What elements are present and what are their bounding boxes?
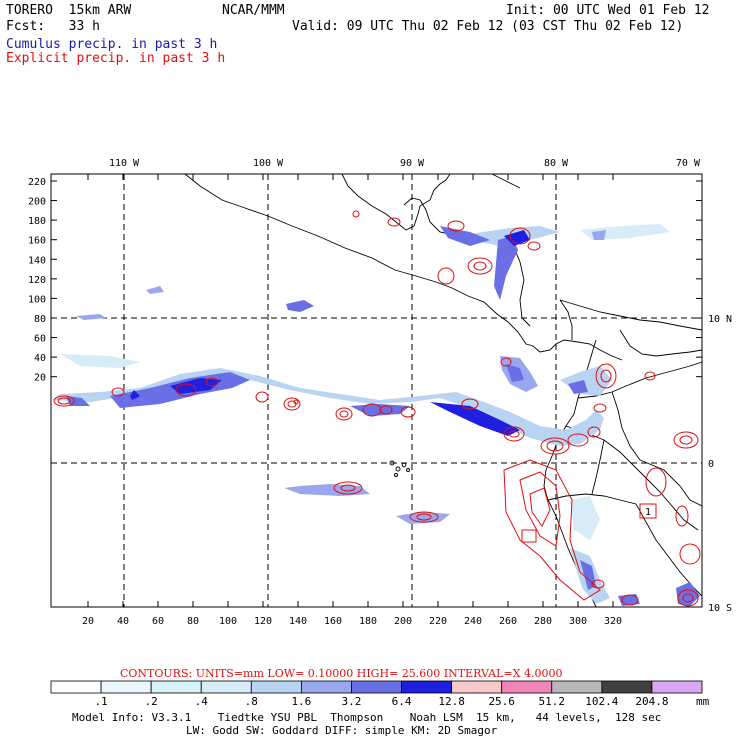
x-tick-label: 80 bbox=[187, 616, 199, 627]
latitude-label: 0 bbox=[708, 459, 714, 470]
colorbar-label: .1 bbox=[94, 695, 107, 708]
x-tick-label: 220 bbox=[429, 616, 447, 627]
colorbar-label: 51.2 bbox=[539, 695, 566, 708]
colorbar-label: 25.6 bbox=[488, 695, 515, 708]
y-tick-label: 120 bbox=[28, 275, 46, 286]
model-info-line2: LW: Godd SW: Goddard DIFF: simple KM: 2D… bbox=[186, 724, 498, 737]
colorbar-swatch bbox=[250, 680, 302, 694]
y-tick-label: 140 bbox=[28, 255, 46, 266]
valid-time: Valid: 09 UTC Thu 02 Feb 12 (03 CST Thu … bbox=[292, 19, 684, 34]
colorbar-swatch bbox=[451, 680, 503, 694]
x-tick-label: 120 bbox=[254, 616, 272, 627]
x-tick-label: 20 bbox=[82, 616, 94, 627]
colorbar-swatch bbox=[100, 680, 152, 694]
y-tick-label: 220 bbox=[28, 177, 46, 188]
colorbar-unit: mm bbox=[696, 695, 710, 708]
longitude-label: 70 W bbox=[676, 158, 701, 169]
colorbar-label: 1.6 bbox=[291, 695, 311, 708]
colorbar-label: 102.4 bbox=[585, 695, 618, 708]
longitude-labels: 110 W 100 W 90 W 80 W 70 W bbox=[109, 158, 701, 169]
y-axis: 220 200 180 160 140 120 100 80 60 40 20 bbox=[28, 177, 702, 384]
legend-cumulus: Cumulus precip. in past 3 h bbox=[6, 37, 218, 52]
x-tick-label: 280 bbox=[534, 616, 552, 627]
colorbar-label: .8 bbox=[245, 695, 258, 708]
colorbar-swatch bbox=[150, 680, 202, 694]
graticule bbox=[51, 174, 702, 607]
x-tick-label: 180 bbox=[359, 616, 377, 627]
y-tick-label: 180 bbox=[28, 216, 46, 227]
forecast-hour: Fcst: 33 h bbox=[6, 19, 100, 34]
color-bar: .1 .2 .4 .8 1.6 3.2 6.4 12.8 25.6 51.2 102.4 204.8 bbox=[50, 680, 703, 708]
colorbar-label: .4 bbox=[195, 695, 209, 708]
colorbar-swatch bbox=[300, 680, 352, 694]
explicit-precip-contours bbox=[53, 210, 701, 607]
y-tick-label: 80 bbox=[34, 314, 46, 325]
y-tick-label: 20 bbox=[34, 373, 46, 384]
colorbar-label: 6.4 bbox=[392, 695, 412, 708]
colorbar-label: 12.8 bbox=[438, 695, 465, 708]
longitude-label: 80 W bbox=[544, 158, 569, 169]
colorbar-swatch bbox=[651, 680, 703, 694]
colorbar-label: 204.8 bbox=[635, 695, 668, 708]
colorbar-swatch bbox=[601, 680, 653, 694]
box-marker-2 bbox=[521, 529, 537, 543]
model-title: TORERO 15km ARW bbox=[6, 3, 132, 18]
y-tick-label: 100 bbox=[28, 294, 46, 305]
x-tick-label: 60 bbox=[152, 616, 164, 627]
colorbar-swatch bbox=[401, 680, 453, 694]
longitude-label: 100 W bbox=[253, 158, 284, 169]
latitude-label: 10 S bbox=[708, 603, 732, 614]
longitude-label: 110 W bbox=[109, 158, 140, 169]
colorbar-swatch bbox=[501, 680, 553, 694]
legend-explicit: Explicit precip. in past 3 h bbox=[6, 51, 226, 66]
x-tick-label: 40 bbox=[117, 616, 129, 627]
x-tick-label: 140 bbox=[289, 616, 307, 627]
longitude-label: 90 W bbox=[400, 158, 425, 169]
colorbar-label: .2 bbox=[145, 695, 158, 708]
x-tick-label: 300 bbox=[569, 616, 587, 627]
y-tick-label: 60 bbox=[34, 334, 46, 345]
colorbar-swatch bbox=[351, 680, 402, 694]
y-tick-label: 40 bbox=[34, 353, 46, 364]
contours-info: CONTOURS: UNITS=mm LOW= 0.10000 HIGH= 25… bbox=[120, 667, 562, 680]
box-marker bbox=[639, 503, 657, 519]
y-tick-label: 160 bbox=[28, 236, 46, 247]
latitude-label: 10 N bbox=[708, 314, 732, 325]
x-tick-label: 160 bbox=[324, 616, 342, 627]
colorbar-swatch bbox=[551, 680, 603, 694]
latitude-labels: 10 N 0 10 S bbox=[708, 314, 732, 614]
colorbar-label: 3.2 bbox=[342, 695, 362, 708]
x-tick-label: 200 bbox=[394, 616, 412, 627]
y-tick-label: 200 bbox=[28, 197, 46, 208]
colorbar-swatch bbox=[200, 680, 252, 694]
coastlines bbox=[184, 173, 703, 608]
model-info-line1: Model Info: V3.3.1 Tiedtke YSU PBL Thomp… bbox=[72, 711, 662, 724]
init-time: Init: 00 UTC Wed 01 Feb 12 bbox=[506, 3, 710, 18]
x-axis: 20 40 60 80 100 120 140 160 180 200 220 240 260 280 30… bbox=[82, 174, 622, 627]
x-tick-label: 100 bbox=[219, 616, 237, 627]
colorbar-swatch bbox=[50, 680, 102, 694]
x-tick-label: 260 bbox=[499, 616, 517, 627]
center-label: NCAR/MMM bbox=[222, 3, 285, 18]
box-marker-label: 1 bbox=[645, 507, 651, 518]
x-tick-label: 320 bbox=[604, 616, 622, 627]
x-tick-label: 240 bbox=[464, 616, 482, 627]
